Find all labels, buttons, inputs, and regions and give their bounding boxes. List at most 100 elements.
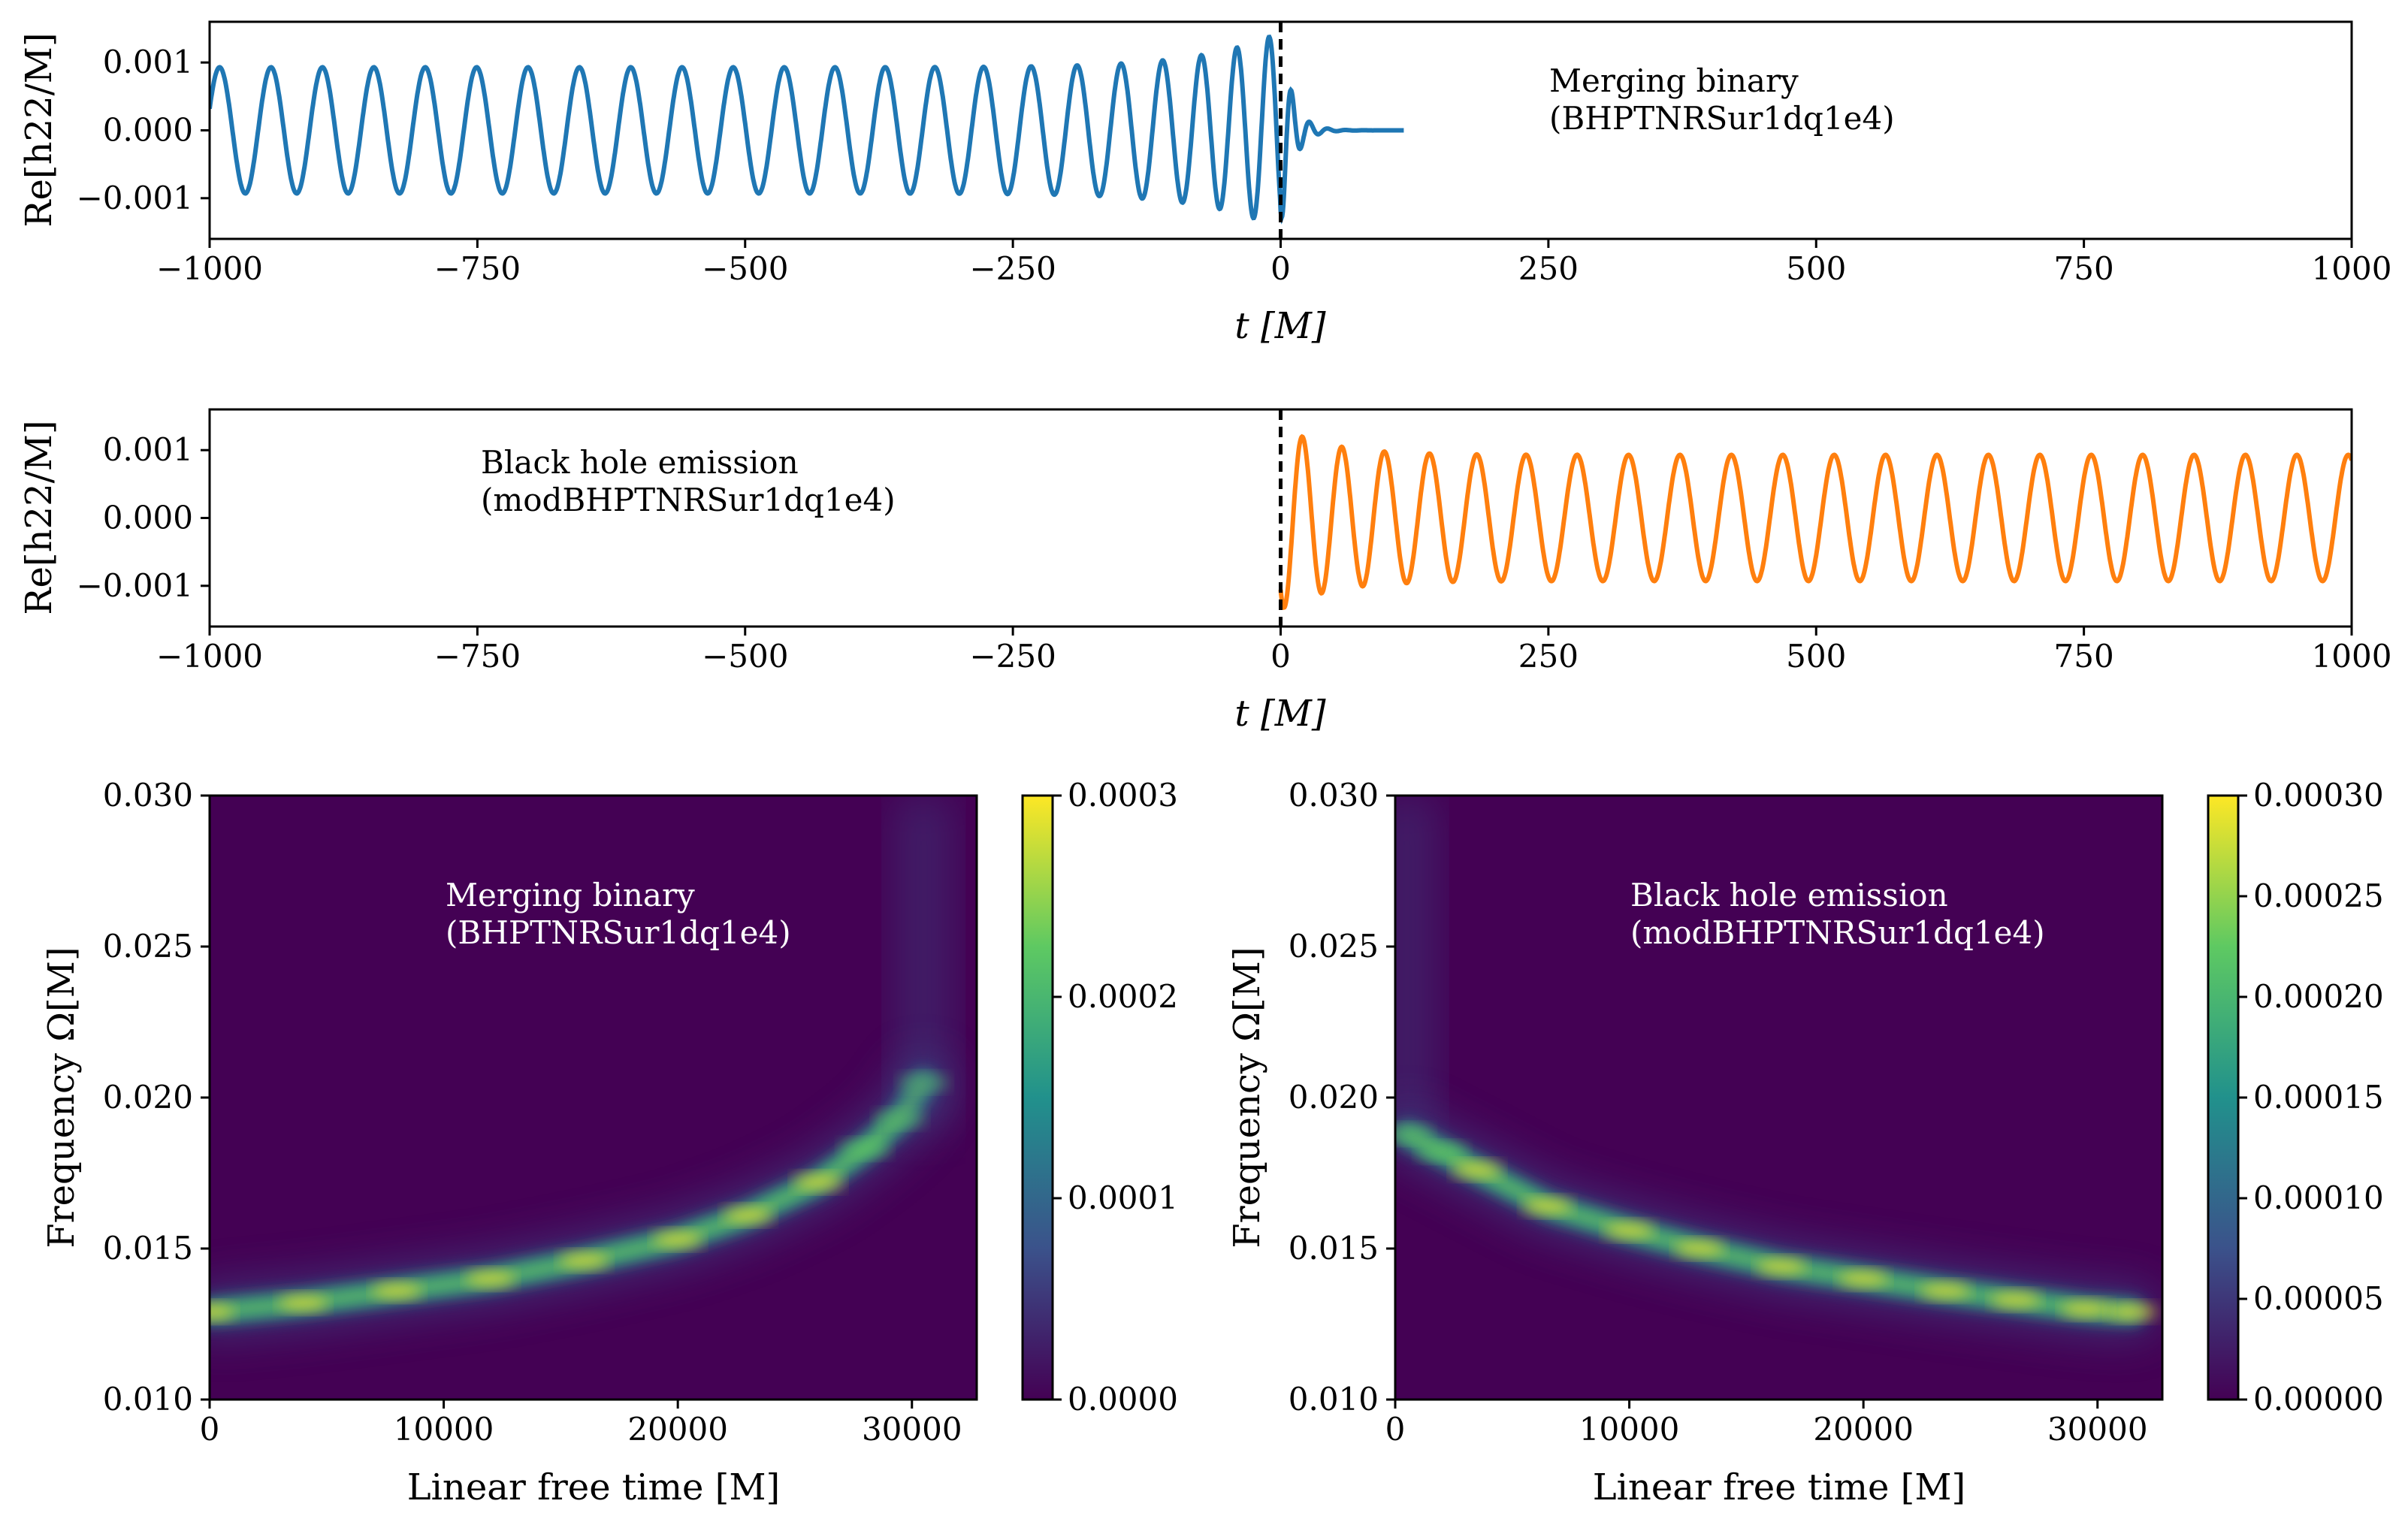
middle-x-tick-label: 750 <box>2054 638 2114 675</box>
middle-y-tick-label: 0.000 <box>103 500 193 536</box>
middle-y-ticks: 0.001 0.000 −0.001 <box>77 431 210 604</box>
bottom-right-x-tick-label: 10000 <box>1579 1411 1680 1448</box>
bottom-right-track-peak <box>1452 1163 1503 1177</box>
middle-x-tick-label: −250 <box>969 638 1056 675</box>
bottom-right-annotation-line2: (modBHPTNRSur1dq1e4) <box>1630 914 2045 951</box>
bottom-left-colorbar-tick-label: 0.0001 <box>1068 1179 1178 1216</box>
top-y-axis-label: Re[h22/M] <box>18 32 60 227</box>
bottom-right-colorbar-ticks: 0.00000 0.00005 0.00010 0.00015 0.00020 0.000… <box>2238 777 2384 1418</box>
bottom-right-y-ticks: 0.010 0.015 0.020 0.025 0.030 <box>1289 777 1395 1418</box>
bottom-left-colorbar <box>1021 794 1054 1401</box>
middle-x-tick-label: −500 <box>702 638 788 675</box>
middle-y-tick-label: 0.001 <box>103 431 193 468</box>
bottom-left-track-peak <box>722 1208 774 1222</box>
bottom-right-track-peak <box>1838 1272 1890 1286</box>
bottom-right-colorbar-tick-label: 0.00010 <box>2253 1179 2384 1216</box>
top-x-tick-label: 1000 <box>2312 250 2392 287</box>
bottom-left-colorbar-tick-label: 0.0003 <box>1068 777 1178 814</box>
bottom-right-x-tick-label: 30000 <box>2047 1411 2148 1448</box>
top-x-tick-label: −750 <box>434 250 521 287</box>
bottom-right-colorbar-tick-label: 0.00030 <box>2253 777 2384 814</box>
middle-annotation-line2: (modBHPTNRSur1dq1e4) <box>481 482 896 518</box>
bottom-left-colorbar-ticks: 0.0000 0.0001 0.0002 0.0003 <box>1053 777 1178 1418</box>
bottom-right-x-tick-label: 0 <box>1385 1411 1406 1448</box>
top-x-tick-label: −1000 <box>156 250 263 287</box>
bottom-left-track-peak <box>277 1296 329 1310</box>
merging-binary-waveform-line <box>210 35 1404 225</box>
bottom-right-y-tick-label: 0.025 <box>1289 928 1379 965</box>
middle-x-tick-label: 250 <box>1518 638 1579 675</box>
bottom-right-colorbar-tick-label: 0.00015 <box>2253 1079 2384 1116</box>
bottom-left-track-peak <box>793 1175 844 1189</box>
bottom-left-x-tick-label: 20000 <box>627 1411 728 1448</box>
bottom-right-track-peak <box>1990 1293 2041 1307</box>
bottom-right-heatmap-track <box>1395 796 2159 1339</box>
top-annotation-line1: Merging binary <box>1549 62 1799 99</box>
bottom-left-colorbar-tick-label: 0.0002 <box>1068 978 1178 1015</box>
bottom-right-annotation-line1: Black hole emission <box>1630 877 1948 913</box>
bottom-right-y-tick-label: 0.010 <box>1289 1381 1379 1418</box>
bottom-right-colorbar-tick-label: 0.00000 <box>2253 1381 2384 1418</box>
bottom-left-annotation-line2: (BHPTNRSur1dq1e4) <box>446 914 791 951</box>
top-x-tick-label: 500 <box>1786 250 1846 287</box>
middle-x-ticks: −1000 −750 −500 −250 0 250 500 750 1000 <box>156 627 2391 675</box>
bottom-right-y-axis-label: Frequency Ω[M] <box>1226 947 1268 1248</box>
bottom-right-colorbar-tick-label: 0.00020 <box>2253 978 2384 1015</box>
middle-y-axis-label: Re[h22/M] <box>18 420 60 615</box>
bottom-right-x-axis-label: Linear free time [M] <box>1593 1466 1966 1508</box>
bottom-right-x-tick-label: 20000 <box>1813 1411 1914 1448</box>
top-y-tick-label: 0.001 <box>103 44 193 80</box>
bottom-right-spectrogram-panel: 0 10000 20000 30000 0.0100.0150.0200.0250.0… <box>1226 777 2384 1508</box>
middle-annotation-line1: Black hole emission <box>481 444 799 481</box>
middle-x-tick-label: −1000 <box>156 638 263 675</box>
bottom-right-x-ticks: 0 10000 20000 30000 <box>1385 1400 2148 1448</box>
top-x-ticks: −1000 −750 −500 −250 0 250 500 750 1000 <box>156 239 2391 287</box>
bottom-right-y-tick-label: 0.030 <box>1289 777 1379 814</box>
bottom-right-track-peak <box>2107 1305 2159 1319</box>
bottom-left-track-peak <box>558 1254 610 1268</box>
middle-waveform-panel: −1000 −750 −500 −250 0 250 500 750 1000 0.001 0.0… <box>18 408 2391 735</box>
bottom-left-y-tick-label: 0.030 <box>103 777 193 814</box>
bottom-right-track-peak <box>1674 1242 1726 1255</box>
middle-x-tick-label: 1000 <box>2312 638 2392 675</box>
bottom-right-y-tick-label: 0.020 <box>1289 1079 1379 1116</box>
bottom-left-x-tick-label: 30000 <box>862 1411 962 1448</box>
top-y-ticks: 0.001 0.000 −0.001 <box>77 44 210 216</box>
bottom-left-y-tick-label: 0.015 <box>103 1230 193 1267</box>
middle-x-axis-label: t [M] <box>1234 693 1325 735</box>
top-x-axis-label: t [M] <box>1234 305 1325 347</box>
top-y-tick-label: −0.001 <box>77 180 193 216</box>
top-waveform-panel: −1000 −750 −500 −250 0 250 500 750 1000 0.0010.0… <box>18 20 2391 347</box>
top-x-tick-label: −250 <box>969 250 1056 287</box>
bottom-left-y-tick-label: 0.025 <box>103 928 193 965</box>
top-x-tick-label: 250 <box>1518 250 1579 287</box>
middle-x-tick-label: 0 <box>1270 638 1291 675</box>
bottom-right-track-peak <box>1416 1145 1468 1159</box>
bottom-right-colorbar-tick-label: 0.00005 <box>2253 1280 2384 1317</box>
bottom-right-track-peak <box>1756 1260 1808 1274</box>
bottom-left-track-peak <box>210 1305 235 1319</box>
bottom-right-track-peak <box>2060 1302 2112 1316</box>
bottom-left-heatmap-track <box>210 796 954 1339</box>
bottom-right-colorbar <box>2207 794 2240 1401</box>
bottom-left-broadband-glow <box>893 796 954 1128</box>
bottom-left-y-ticks: 0.010 0.015 0.020 0.025 0.030 <box>103 777 210 1418</box>
middle-x-tick-label: 500 <box>1786 638 1846 675</box>
bottom-left-x-ticks: 0 10000 20000 30000 <box>200 1400 962 1448</box>
bottom-right-colorbar-tick-label: 0.00025 <box>2253 877 2384 914</box>
middle-x-tick-label: −750 <box>434 638 521 675</box>
black-hole-emission-waveform-line <box>1278 433 2352 611</box>
top-y-tick-label: 0.000 <box>103 112 193 149</box>
bottom-left-track-peak <box>839 1142 891 1156</box>
top-x-tick-label: −500 <box>702 250 788 287</box>
bottom-left-y-axis-label: Frequency Ω[M] <box>41 947 83 1248</box>
bottom-right-track-peak <box>1395 1127 1433 1141</box>
top-x-tick-label: 750 <box>2054 250 2114 287</box>
bottom-right-broadband-glow <box>1395 796 1437 1128</box>
bottom-left-x-axis-label: Linear free time [M] <box>407 1466 781 1508</box>
top-annotation-line2: (BHPTNRSur1dq1e4) <box>1549 100 1895 137</box>
bottom-right-y-tick-label: 0.015 <box>1289 1230 1379 1267</box>
bottom-left-spectrogram-panel: 0 10000 20000 30000 0.0100.0150.0200.0250.0… <box>41 777 1178 1508</box>
bottom-left-y-tick-label: 0.010 <box>103 1381 193 1418</box>
bottom-left-annotation-line1: Merging binary <box>446 877 695 913</box>
